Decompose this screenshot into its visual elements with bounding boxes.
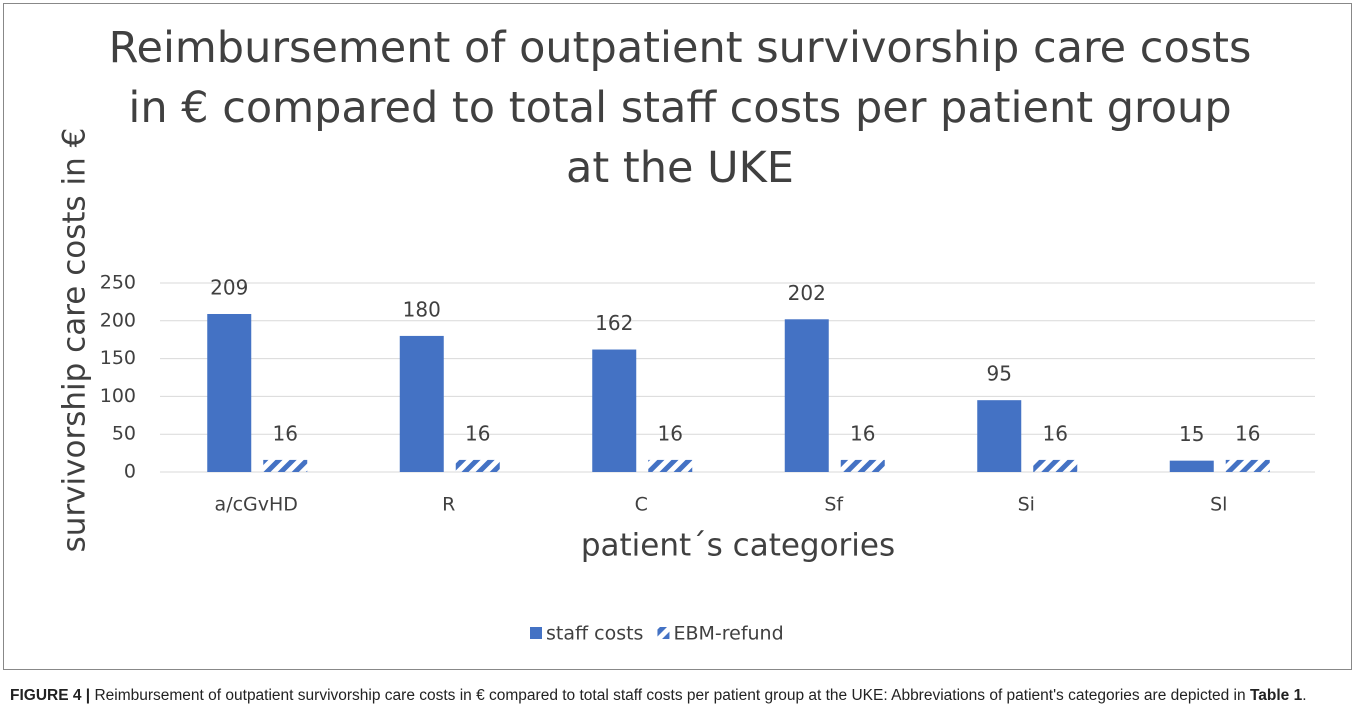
bar [977, 400, 1022, 472]
caption-label: FIGURE 4 | [10, 687, 91, 704]
value-label: 162 [595, 311, 633, 335]
bar [592, 349, 637, 472]
value-label: 16 [273, 421, 298, 445]
chart-border [3, 3, 1352, 670]
bar [399, 335, 444, 472]
bar [207, 313, 252, 472]
legend-label: staff costs [546, 623, 643, 645]
y-tick-label: 200 [100, 309, 136, 331]
legend-swatch [530, 627, 542, 639]
bar [784, 319, 829, 472]
bar [1033, 459, 1078, 472]
bar [648, 459, 693, 472]
y-tick-label: 250 [100, 272, 136, 294]
value-label: 15 [1179, 422, 1204, 446]
value-label: 16 [1043, 421, 1068, 445]
value-label: 95 [987, 362, 1012, 386]
bar [455, 459, 500, 472]
value-label: 209 [210, 275, 248, 299]
y-tick-label: 150 [100, 347, 136, 369]
x-axis-title: patient´s categories [581, 528, 895, 564]
bar [1169, 460, 1214, 472]
value-label: 16 [850, 421, 875, 445]
legend-label: EBM-refund [673, 623, 783, 645]
bar [263, 459, 308, 472]
caption-ref: Table 1 [1249, 687, 1303, 704]
x-tick-label: Sl [1210, 494, 1227, 516]
x-tick-label: C [635, 494, 648, 516]
value-label: 16 [465, 421, 490, 445]
value-label: 202 [788, 281, 826, 305]
value-label: 16 [1235, 421, 1260, 445]
legend-swatch [657, 627, 670, 639]
y-axis-title: survivorship care costs in € [57, 128, 93, 553]
bar [1225, 459, 1270, 472]
bar [840, 459, 885, 472]
caption-end: . [1302, 687, 1307, 704]
y-tick-label: 100 [100, 385, 136, 407]
x-tick-label: Si [1018, 494, 1035, 516]
x-tick-label: R [442, 494, 455, 516]
caption-text: Reimbursement of outpatient survivorship… [94, 687, 1246, 704]
y-tick-label: 50 [112, 423, 136, 445]
chart: Reimbursement of outpatient survivorship… [3, 3, 1352, 670]
x-tick-label: Sf [824, 494, 844, 516]
x-tick-label: a/cGvHD [215, 494, 298, 516]
value-label: 180 [403, 297, 441, 321]
figure-caption: FIGURE 4 | Reimbursement of outpatient s… [10, 685, 1345, 707]
chart-title: Reimbursement of outpatient survivorship… [109, 23, 1252, 193]
value-label: 16 [658, 421, 683, 445]
y-tick-label: 0 [124, 461, 136, 483]
